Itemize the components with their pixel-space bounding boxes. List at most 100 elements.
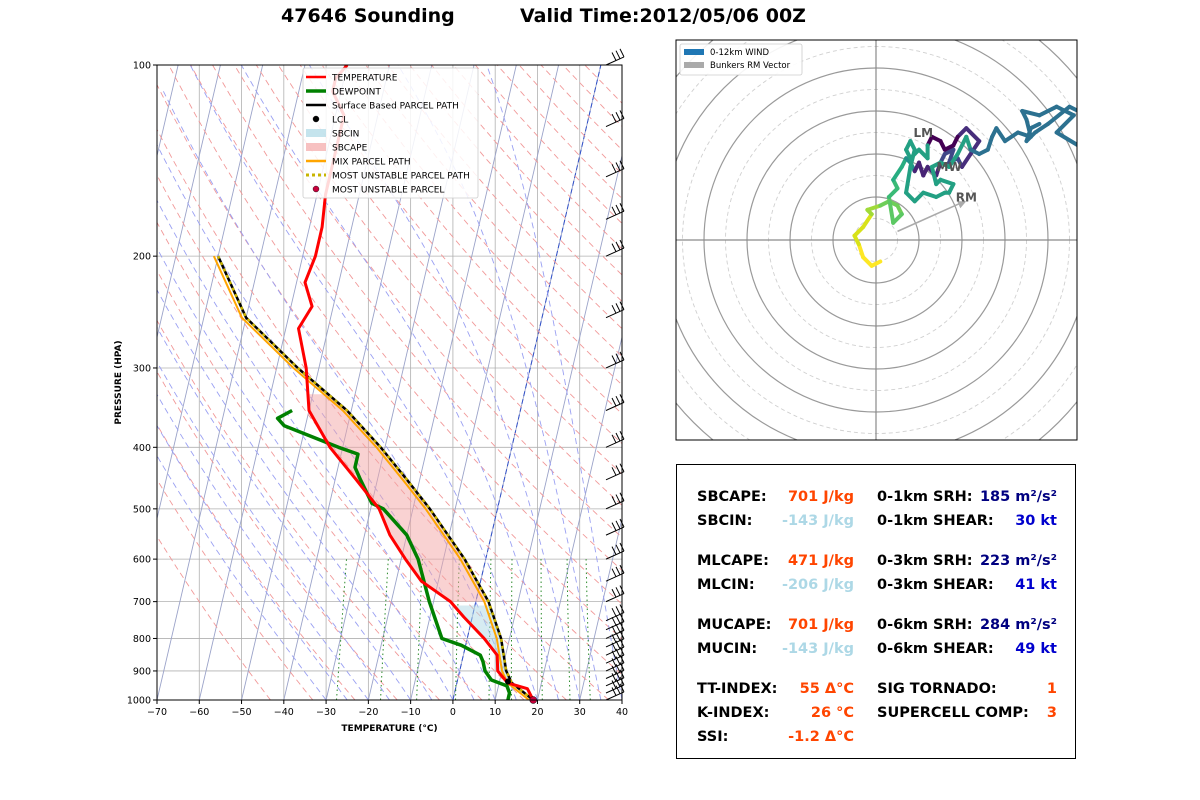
stats-panel: SBCAPE: 701 J/kg SBCIN: -143 J/kg MLCAPE: 471… xyxy=(676,464,1076,759)
stat-label: 0-1km SRH: xyxy=(877,489,973,505)
dry-adiabat xyxy=(365,65,622,357)
stat-row: MLCAPE: 471 J/kg xyxy=(697,553,854,573)
series-most-unstable-parcel-path xyxy=(216,255,534,700)
isotherm xyxy=(157,65,264,521)
hodo-trace-segment xyxy=(1003,130,1020,144)
hodo-label-lm: LM xyxy=(914,126,934,140)
hodo-label-mw: MW xyxy=(937,160,962,174)
hodo-legend-swatch xyxy=(684,49,704,55)
dry-adiabat xyxy=(157,269,483,700)
dry-adiabat xyxy=(157,83,622,676)
legend-label: SBCIN xyxy=(332,130,359,140)
hodo-trace-segment xyxy=(994,126,1007,144)
dry-adiabat xyxy=(212,65,622,571)
isotherm xyxy=(0,65,94,700)
moist-adiabat xyxy=(157,393,369,700)
wind-barb xyxy=(605,518,625,536)
stat-value: -206 J/kg xyxy=(781,577,854,593)
hodo-trace-segment xyxy=(891,164,904,182)
hodograph-plot-area xyxy=(676,40,1077,440)
x-tick-label: −40 xyxy=(274,707,294,718)
stat-label: SBCAPE: xyxy=(697,489,767,505)
skew-t-plot-area xyxy=(0,65,622,700)
stat-row: 0-1km SHEAR: 30 kt xyxy=(877,513,1057,533)
hodo-trace-segment xyxy=(856,242,866,260)
isotherm xyxy=(410,65,560,700)
y-tick-label: 1000 xyxy=(127,696,151,707)
moist-adiabat xyxy=(157,288,433,700)
stat-label: SIG TORNADO: xyxy=(877,681,997,697)
wind-barb xyxy=(605,394,625,411)
stat-label: MLCAPE: xyxy=(697,553,769,569)
y-tick-label: 300 xyxy=(133,363,151,374)
stat-label: SUPERCELL COMP: xyxy=(877,705,1029,721)
legend-label: LCL xyxy=(332,116,348,126)
x-axis-label: TEMPERATURE (°C) xyxy=(341,724,437,734)
legend-swatch xyxy=(306,129,326,137)
series-mix-parcel-path xyxy=(212,255,530,700)
legend-swatch xyxy=(312,185,320,193)
wind-barb xyxy=(605,160,625,178)
wind-barb xyxy=(605,430,625,448)
wind-barb xyxy=(605,203,625,220)
hodo-trace-segment xyxy=(861,212,874,230)
skew-t-legend xyxy=(302,67,479,199)
x-tick-label: 40 xyxy=(616,707,628,718)
hodo-trace-segment xyxy=(1076,143,1077,148)
hodo-trace-segment xyxy=(908,147,917,169)
y-tick-label: 100 xyxy=(133,61,151,72)
x-tick-label: 10 xyxy=(489,707,501,718)
x-tick-label: −20 xyxy=(358,707,378,718)
stat-value: 30 kt xyxy=(1015,513,1057,529)
hodo-trace-segment xyxy=(852,225,866,238)
wind-barb xyxy=(605,48,625,66)
stat-value: -143 J/kg xyxy=(781,641,854,657)
isotherm xyxy=(579,516,622,700)
hodo-trace-segment xyxy=(955,126,969,139)
stat-value: 3 xyxy=(1046,705,1057,721)
dry-adiabat xyxy=(343,65,622,386)
wind-barb xyxy=(605,662,625,679)
hodo-trace-segment xyxy=(955,134,969,156)
stat-label: 0-1km SHEAR: xyxy=(877,513,994,529)
hodo-trace-segment xyxy=(904,164,913,195)
hodograph-chart xyxy=(675,39,1078,441)
y-tick-label: 500 xyxy=(133,504,151,515)
hodo-trace-segment xyxy=(886,186,900,199)
hodo-trace-segment xyxy=(865,203,883,212)
moist-adiabat xyxy=(157,454,327,700)
legend-label: SBCAPE xyxy=(332,144,368,154)
stat-label: MUCIN: xyxy=(697,641,758,657)
hodo-trace-segment xyxy=(912,190,926,204)
wind-barb xyxy=(605,463,625,481)
wind-barb xyxy=(605,585,625,603)
hodo-trace-segment xyxy=(947,152,960,169)
stat-row: 0-3km SHEAR: 41 kt xyxy=(877,577,1057,597)
dry-adiabat xyxy=(157,319,440,700)
stat-value: 1 xyxy=(1046,681,1057,697)
moist-adiabat xyxy=(397,65,602,700)
stat-row: 0-6km SHEAR: 49 kt xyxy=(877,641,1057,661)
series-dewpoint xyxy=(275,408,512,700)
y-tick-label: 900 xyxy=(133,666,151,677)
dry-adiabat xyxy=(277,65,622,475)
wind-barb xyxy=(605,542,625,560)
legend-label: Surface Based PARCEL PATH xyxy=(332,102,459,112)
stat-row: SUPERCELL COMP: 3 xyxy=(877,705,1057,725)
wind-barb xyxy=(605,301,625,319)
mixing-ratio-line xyxy=(566,559,571,700)
stat-value: 701 J/kg xyxy=(787,489,854,505)
dry-adiabat xyxy=(157,478,314,700)
hodo-trace-segment xyxy=(1020,109,1042,118)
x-tick-label: −70 xyxy=(147,707,167,718)
stat-row: 0-6km SRH: 284 m²/s² xyxy=(877,617,1057,637)
stat-label: 0-3km SHEAR: xyxy=(877,577,994,593)
stat-value: 55 Δ°C xyxy=(799,681,854,697)
stat-label: K-INDEX: xyxy=(697,705,770,721)
hodo-trace-segment xyxy=(1033,121,1050,135)
y-axis-label: PRESSURE (HPA) xyxy=(114,340,124,424)
moist-adiabat xyxy=(189,65,538,700)
y-tick-label: 700 xyxy=(133,597,151,608)
hodo-legend-label: Bunkers RM Vector xyxy=(710,61,791,71)
